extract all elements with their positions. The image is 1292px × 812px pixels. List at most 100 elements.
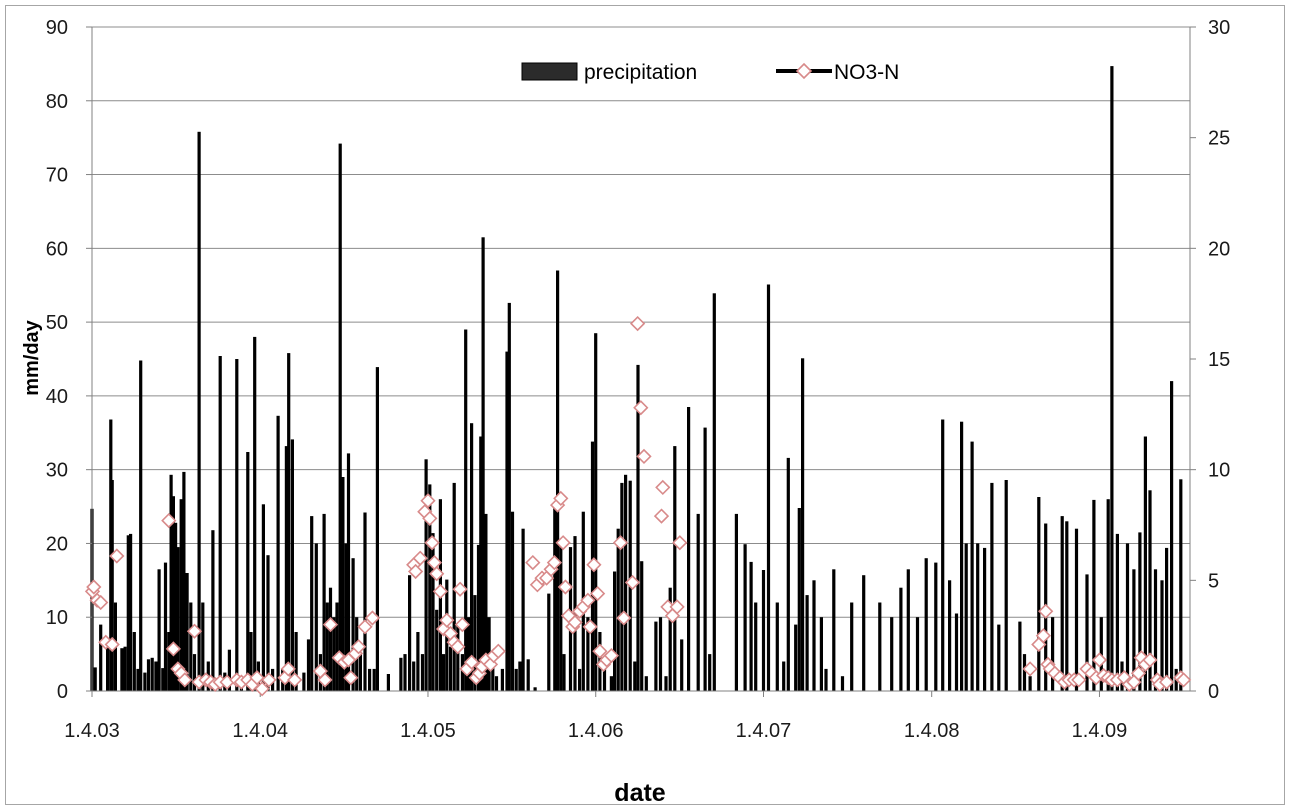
precipitation-bar [812,580,816,691]
precipitation-bar [553,506,557,691]
precipitation-bar [1018,621,1022,691]
precipitation-bar [442,654,446,691]
precipitation-bar [448,646,453,691]
y2-tick-label: 30 [1208,17,1230,39]
precipitation-bar [211,530,215,691]
x-tick-label: 1.4.04 [232,720,288,742]
no3-marker [432,583,449,600]
precipitation-bar [146,659,151,691]
no3-marker [161,512,177,529]
y2-tick-label: 10 [1208,460,1230,482]
x-tick-label: 1.4.05 [400,720,456,742]
precipitation-bar [1060,516,1064,691]
precipitation-bar [294,632,298,691]
precipitation-bar [106,643,110,691]
y-tick-label: 40 [46,386,68,408]
precipitation-bar [644,676,648,691]
precipitation-bar [616,528,620,691]
no3-marker [1091,652,1108,668]
y-tick-label: 80 [46,91,68,113]
precipitation-bar [466,617,470,691]
y-tick-label: 60 [46,238,68,260]
precipitation-bar [924,558,928,691]
precipitation-bar [782,661,786,691]
no3-marker [165,641,182,657]
precipitation-bar [521,528,525,691]
precipitation-bars [90,66,1183,692]
precipitation-bar [310,516,314,691]
x-tick-label: 1.4.07 [736,720,792,742]
precipitation-bar [375,367,379,691]
precipitation-bar [1022,654,1027,691]
precipitation-bar [325,602,329,691]
axes [86,26,1196,697]
no3-marker [93,594,109,611]
precipitation-bar [476,544,481,691]
precipitation-bar [997,624,1001,691]
precipitation-bar [899,587,903,691]
precipitation-bar [609,676,613,691]
no3-marker [86,579,102,595]
precipitation-bar [1028,676,1032,691]
precipitation-bar [176,547,180,691]
precipitation-bar [452,482,456,691]
precipitation-bar [687,407,691,691]
no3-marker [669,599,685,615]
y2-tick-label: 5 [1208,570,1219,592]
precipitation-bar [743,544,747,691]
no3-marker [322,616,339,633]
precipitation-bar [703,427,707,691]
precipitation-bar [424,459,428,691]
no3-marker [452,581,468,597]
precipitation-bar [167,632,171,691]
y2-tick-label: 0 [1208,681,1219,703]
precipitation-bar [749,561,753,691]
no3-marker [1158,674,1175,690]
precipitation-bar [420,654,425,691]
no3-marker [1130,665,1147,681]
precipitation-bar [960,421,964,691]
no3-marker [186,623,203,639]
precipitation-bar [906,569,910,691]
precipitation-bar [150,657,154,691]
precipitation-bar [510,511,515,691]
precipitation-bar [976,543,980,691]
precipitation-bar [276,415,280,691]
no3-marker [420,493,436,509]
no3-marker [364,610,381,626]
no3-marker [624,574,641,591]
precipitation-bar [1092,499,1096,691]
tick-labels: 0 10 20 30 40 50 60 70 80 90 0 5 10 15 20 25 30 1.4.03 1.4… [46,17,1231,742]
legend-precipitation-swatch [521,62,578,81]
no3-marker [546,554,563,571]
no3-marker [525,554,541,571]
precipitation-bar [290,439,294,691]
precipitation-bar [533,687,537,691]
no3-marker [317,672,333,688]
precipitation-bar [819,617,823,691]
precipitation-bar [143,672,147,691]
y-tick-label: 50 [46,312,68,334]
no3-marker [567,614,583,631]
no3-marker [1022,661,1038,677]
precipitation-bar [636,364,640,691]
precipitation-bar [990,482,994,691]
precipitation-bar [658,617,663,691]
precipitation-bar [514,668,518,691]
precipitation-bar [235,359,239,691]
x-tick-label: 1.4.03 [64,720,120,742]
precipitation-bar [306,639,311,691]
no3-marker [1175,672,1192,688]
precipitation-bar [878,602,882,691]
precipitation-bar [249,632,253,691]
no3-markers [84,315,1192,697]
no3-marker [553,490,569,507]
precipitation-bar [1004,480,1008,691]
precipitation-bar [154,661,158,691]
precipitation-bar [1153,569,1158,691]
precipitation-bar [123,646,127,691]
precipitation-bar [633,661,637,691]
no3-marker [254,681,270,697]
precipitation-bar [363,512,367,691]
precipitation-bar [518,661,522,691]
